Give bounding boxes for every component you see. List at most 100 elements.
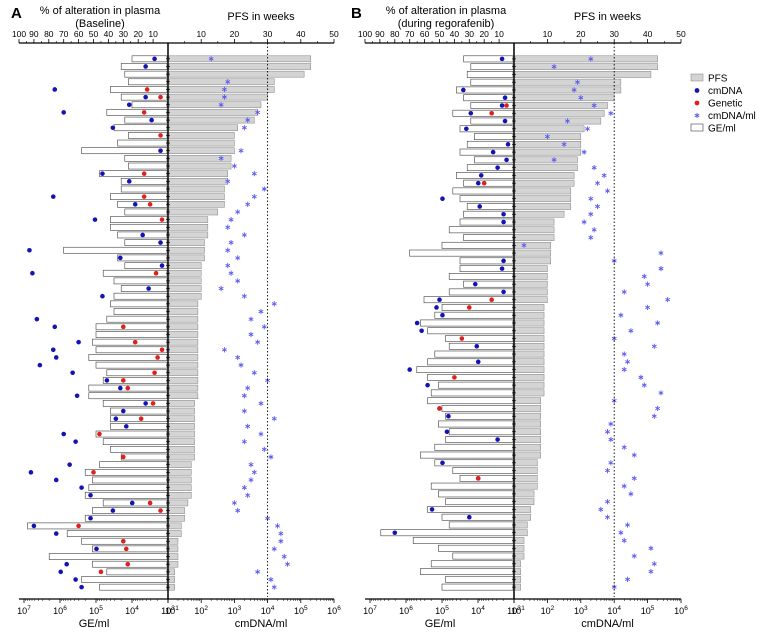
genetic-dot [144, 87, 150, 92]
pct-tick-label: 40 [104, 29, 114, 39]
ge-ml-bar [99, 170, 168, 178]
asterisk-stroke [648, 569, 654, 574]
ge-ml-bar [27, 522, 168, 530]
cmdna-ml-asterisk [591, 227, 597, 233]
genetic-dot [132, 339, 138, 345]
cmdna-ml-asterisk [225, 262, 231, 269]
cmdna-ml-asterisk [271, 546, 277, 552]
asterisk-stroke [221, 348, 227, 352]
pfs-bar [168, 55, 312, 63]
ge-ml-bar [412, 537, 514, 544]
pfs-bar [514, 350, 545, 358]
pfs-bar [514, 86, 622, 94]
asterisk-stroke [578, 96, 584, 100]
pfs-bar [514, 179, 575, 187]
asterisk-stroke [564, 119, 570, 123]
pfs-bar [168, 201, 225, 208]
cmdna-ml-asterisk [221, 347, 227, 353]
cmdna-ml-asterisk [561, 141, 567, 147]
ge-ml-tick-label: 106 [53, 605, 67, 616]
cmdna-dot [464, 126, 469, 132]
ge-ml-tick-label: 104 [125, 605, 139, 616]
cmdna-ml-asterisk [645, 304, 651, 311]
cmdna-ml-asterisk [608, 436, 614, 443]
cmdna-dot [468, 110, 474, 116]
cmdna-dot [143, 94, 148, 100]
cmdna-dot [152, 56, 157, 62]
asterisk-stroke [241, 409, 247, 413]
pfs-bar [168, 354, 199, 361]
pfs-bar [168, 178, 229, 185]
cmdna-ml-asterisk [648, 545, 654, 551]
cmdna-ml-asterisk [221, 86, 227, 93]
pfs-bar [514, 187, 572, 195]
cmdna-ml-asterisk [271, 584, 277, 590]
left-axis-title: % of alteration in plasma (Baseline) [40, 5, 161, 30]
pfs-bar [168, 78, 275, 86]
ge-ml-bar [430, 560, 514, 568]
cmdna-ml-asterisk [228, 217, 234, 223]
asterisk-stroke [245, 386, 251, 390]
pct-tick-label: 70 [59, 29, 69, 39]
cmdna-dot [79, 584, 84, 590]
pfs-bar [514, 482, 538, 490]
pfs-bar [514, 265, 548, 272]
asterisk-stroke [621, 538, 627, 543]
cmdna-ml-asterisk [588, 211, 594, 217]
cmdna-ml-asterisk [285, 561, 290, 567]
asterisk-stroke [591, 165, 597, 170]
pfs-bar [514, 117, 602, 125]
cmdna-dot [446, 413, 451, 419]
asterisk-stroke [285, 562, 290, 566]
pfs-bar [168, 438, 195, 445]
ge-ml-bar [102, 438, 168, 446]
ge-ml-bar [452, 467, 514, 474]
genetic-dot [141, 110, 147, 115]
pfs-bar [168, 407, 195, 415]
asterisk-stroke [245, 493, 251, 497]
cmdna-ml-asterisk [631, 475, 637, 481]
cmdna-ml-tick-label: 104 [607, 605, 621, 616]
legend-label: PFS [708, 74, 728, 85]
cmdna-ml-asterisk [551, 157, 557, 163]
cmdna-ml-asterisk [601, 172, 607, 179]
cmdna-ml-asterisk [588, 196, 594, 202]
pfs-tick-label: 30 [609, 29, 619, 39]
cmdna-ml-asterisk [578, 95, 584, 101]
ge-ml-tick-label: 103 [507, 605, 521, 616]
cmdna-dot [140, 232, 145, 238]
asterisk-stroke [251, 371, 257, 375]
cmdna-dot [53, 531, 59, 536]
ge-ml-bar [110, 415, 168, 423]
asterisk-stroke [651, 344, 657, 348]
ge-ml-bar [88, 354, 168, 361]
cmdna-ml-asterisk [255, 339, 261, 345]
cmdna-ml-asterisk [658, 250, 664, 256]
ge-ml-bar [463, 179, 514, 187]
cmdna-ml-tick-label: 102 [194, 605, 208, 616]
asterisk-stroke [581, 150, 587, 154]
cmdna-ml-asterisk [258, 431, 264, 437]
cmdna-ml-asterisk [225, 247, 231, 253]
ge-ml-bar [452, 187, 514, 195]
pfs-tick-label: 10 [543, 29, 553, 39]
pfs-bar [514, 257, 551, 265]
genetic-dot [152, 370, 157, 376]
pfs-bar [514, 55, 658, 63]
ge-ml-bar [88, 484, 168, 491]
legend-label: cmDNA/ml [708, 111, 756, 122]
pfs-bar [168, 132, 235, 139]
asterisk-stroke [225, 263, 231, 268]
ge-ml-bar [463, 55, 514, 63]
cmdna-ml-asterisk [251, 171, 257, 177]
cmdna-ml-asterisk [608, 421, 614, 427]
ge-ml-tick-label: 103 [161, 605, 175, 616]
ge-ml-bar [441, 405, 514, 412]
ge-ml-bar [99, 461, 168, 468]
cmdna-ml-asterisk [248, 462, 254, 468]
pfs-bar [168, 162, 232, 170]
cmdna-dot [477, 204, 483, 209]
pfs-bar [168, 492, 192, 499]
asterisk-stroke [631, 453, 637, 457]
